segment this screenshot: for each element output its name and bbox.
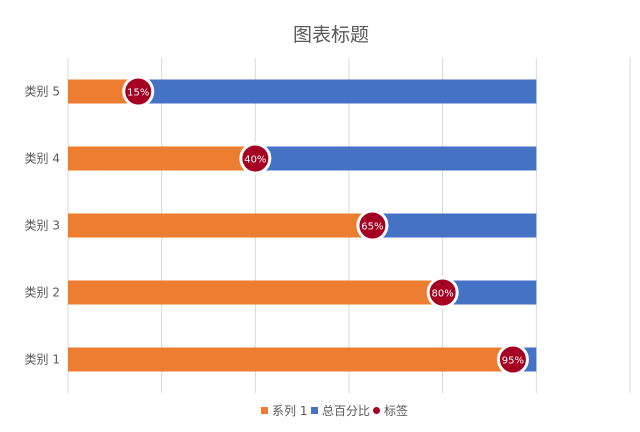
category-axis: 类别 1 类别 2 类别 3 类别 4 类别 5: [25, 85, 60, 367]
bar-series-1: [68, 146, 256, 171]
bar-series-1: [68, 347, 513, 372]
data-label: 65%: [361, 222, 383, 233]
data-label: 95%: [502, 356, 524, 367]
category-tick-label: 类别 4: [25, 152, 60, 166]
label-marker: [122, 75, 155, 108]
markers: 95% 80% 65% 40% 15%: [122, 75, 529, 376]
legend-label: 系列 1: [272, 404, 307, 418]
legend-swatch: [261, 407, 268, 414]
bars: [68, 79, 537, 372]
category-tick-label: 类别 1: [25, 353, 60, 367]
category-tick-label: 类别 3: [25, 219, 60, 233]
bar-series-1: [68, 213, 373, 238]
data-label: 40%: [244, 155, 266, 166]
data-label: 80%: [432, 289, 454, 300]
label-marker: [496, 343, 529, 376]
legend-label: 标签: [384, 403, 408, 418]
legend-swatch: [311, 407, 318, 414]
chart-title: 图表标题: [293, 24, 369, 46]
legend: 系列 1 总百分比 标签: [261, 403, 408, 418]
category-tick-label: 类别 5: [25, 85, 60, 99]
data-label: 15%: [127, 88, 149, 99]
label-marker: [426, 276, 459, 309]
legend-swatch: [373, 407, 380, 414]
bar-series-1: [68, 280, 443, 305]
category-tick-label: 类别 2: [25, 286, 60, 300]
legend-label: 总百分比: [322, 404, 370, 418]
label-marker: [356, 209, 389, 242]
label-marker: [239, 142, 272, 175]
